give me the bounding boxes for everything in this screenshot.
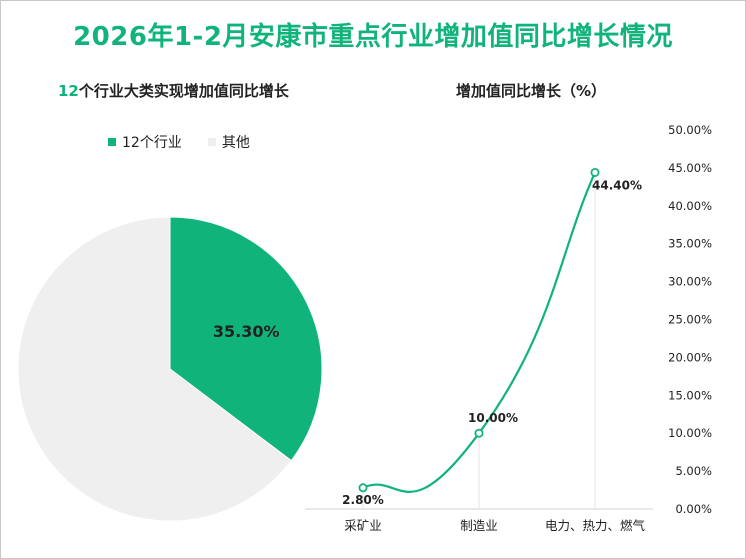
y-tick-label: 40.00% [668,199,712,213]
y-tick-label: 45.00% [668,161,712,175]
y-tick-label: 35.00% [668,237,712,251]
line-point-marker [358,483,368,493]
pie-legend: 12个行业 其他 [108,132,276,152]
pie-slice-other [17,216,292,522]
pie-subtitle: 12个行业大类实现增加值同比增长 [58,80,289,101]
y-tick-label: 15.00% [668,388,712,402]
line-subtitle: 增加值同比增长（%） [456,82,607,100]
chart-title: 2026年1-2月安康市重点行业增加值同比增长情况 [73,22,673,52]
pie-subtitle-count: 12 [58,82,79,100]
legend-label-other: 其他 [221,135,250,151]
legend-item-other: 其他 [207,132,250,152]
line-data-label: 10.00% [468,411,518,425]
legend-label-12-industries: 12个行业 [122,135,182,151]
y-tick-label: 20.00% [668,350,712,364]
y-tick-label: 50.00% [668,123,712,137]
y-tick-label: 5.00% [675,464,712,478]
line-chart: 0.00% 5.00% 10.00% 15.00% 20.00% 25.00% 30.00%… [305,123,712,533]
y-tick-label: 25.00% [668,313,712,327]
line-point-marker [474,428,484,438]
pie-slice-12-industries [169,216,323,462]
pie-subtitle-text: 个行业大类实现增加值同比增长 [78,82,289,100]
pie-data-label: 35.30% [213,322,280,341]
line-data-label: 2.80% [342,493,384,507]
y-tick-label: 0.00% [675,502,712,516]
y-tick-label: 10.00% [668,426,712,440]
pie-chart: 35.30% [17,216,323,522]
line-data-label: 44.40% [592,178,642,192]
legend-swatch-grey [207,138,216,146]
x-category-label: 电力、热力、燃气 [545,518,646,533]
y-tick-label: 30.00% [668,275,712,289]
legend-item-12-industries: 12个行业 [108,132,182,152]
x-category-label: 采矿业 [344,518,382,533]
legend-swatch-green [108,138,116,146]
line-point-marker [590,167,600,177]
x-category-label: 制造业 [460,518,498,533]
